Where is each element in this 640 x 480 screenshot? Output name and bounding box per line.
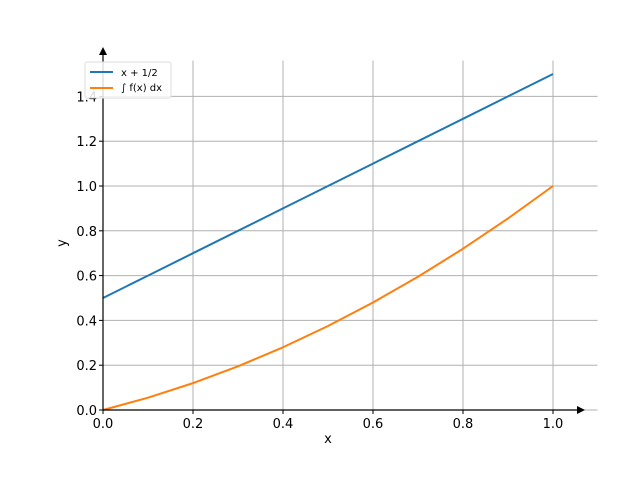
x-tick-label: 0.4: [273, 417, 294, 432]
x-tick-label: 1.0: [543, 417, 564, 432]
x-axis-label: x: [324, 432, 332, 447]
y-tick-label: 0.2: [76, 359, 97, 374]
y-tick-label: 1.2: [76, 135, 97, 150]
legend-label-series-2: ∫ f(x) dx: [121, 83, 162, 94]
x-tick-label: 0.2: [183, 417, 204, 432]
y-tick-label: 1.0: [76, 180, 97, 195]
x-tick-label: 0.0: [93, 417, 114, 432]
legend-label-series-1: x + 1/2: [121, 68, 158, 79]
axes: [99, 47, 585, 414]
y-tick-label: 0.0: [76, 404, 97, 419]
grid: [102, 60, 598, 411]
x-tick-label: 0.8: [453, 417, 474, 432]
ticks: 0.00.20.40.60.81.00.00.20.40.60.81.01.21…: [76, 90, 563, 432]
series-line-1: [102, 73, 554, 299]
y-tick-label: 0.4: [76, 314, 97, 329]
x-tick-label: 0.6: [363, 417, 384, 432]
y-tick-label: 0.6: [76, 270, 97, 285]
x-axis-arrow: [577, 406, 585, 414]
legend: x + 1/2 ∫ f(x) dx: [84, 61, 172, 99]
series-layer: [102, 73, 554, 411]
y-tick-label: 0.8: [76, 225, 97, 240]
series-line-2: [102, 185, 554, 411]
y-axis-label: y: [55, 239, 70, 247]
y-axis-arrow: [99, 47, 107, 55]
